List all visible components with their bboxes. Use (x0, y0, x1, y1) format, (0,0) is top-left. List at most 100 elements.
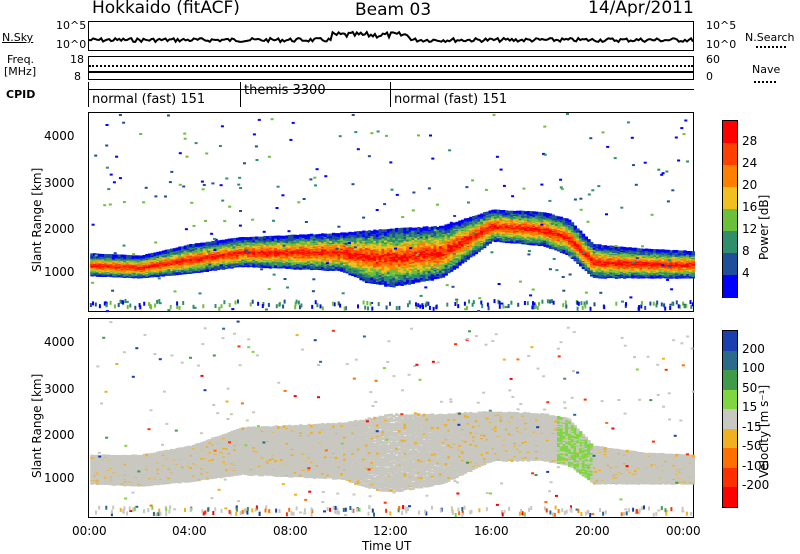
heatmap-cell (406, 280, 410, 284)
heatmap-cell (315, 260, 319, 264)
heatmap-cell (428, 230, 432, 234)
heatmap-cell (400, 278, 404, 282)
heatmap-cell (406, 251, 410, 255)
heatmap-cell (90, 253, 94, 257)
heatmap-cell (337, 267, 341, 271)
heatmap-cell (392, 257, 396, 260)
heatmap-cell (321, 260, 325, 264)
heatmap-cell (353, 256, 358, 259)
heatmap-cell (417, 227, 421, 230)
heatmap-cell (408, 270, 413, 274)
heatmap-cell (414, 244, 418, 248)
heatmap-cell (417, 275, 421, 279)
nsky-tick-high: 10^5 (56, 19, 87, 32)
heatmap-cell (241, 237, 245, 240)
heatmap-cell (389, 260, 393, 263)
heatmap-cell (343, 232, 347, 236)
power-panel (88, 112, 695, 313)
heatmap-cell (381, 265, 385, 269)
heatmap-cell (208, 241, 212, 245)
heatmap-cell (378, 260, 382, 264)
heatmap-cell (400, 265, 404, 269)
heatmap-cell (192, 244, 196, 247)
heatmap-cell (411, 242, 415, 246)
heatmap-cell (375, 236, 380, 240)
date-title: 14/Apr/2011 (588, 0, 694, 18)
heatmap-cell (425, 256, 429, 259)
heatmap-cell (381, 232, 385, 236)
heatmap-cell (381, 277, 385, 281)
heatmap-cell (425, 232, 429, 236)
heatmap-cell (419, 227, 424, 231)
heatmap-cell (430, 273, 435, 277)
heatmap-cell (351, 264, 355, 267)
heatmap-cell (362, 242, 366, 245)
heatmap-cell (378, 254, 382, 257)
heatmap-cell (274, 262, 278, 265)
heatmap-cell (403, 235, 407, 239)
heatmap-cell (378, 236, 382, 240)
heatmap-cell (312, 256, 317, 260)
heatmap-cell (323, 267, 327, 271)
heatmap-cell (408, 259, 413, 263)
heatmap-cell (211, 240, 215, 244)
heatmap-cell (345, 234, 349, 238)
heatmap-cell (417, 254, 421, 257)
heatmap-cell (370, 235, 374, 239)
heatmap-cell (403, 230, 407, 234)
heatmap-cell (205, 241, 209, 245)
heatmap-cell (395, 230, 399, 234)
heatmap-cell (403, 265, 407, 269)
heatmap-cell (356, 245, 360, 249)
heatmap-cell (378, 270, 382, 274)
heatmap-cell (411, 251, 415, 254)
heatmap-cell (367, 253, 371, 257)
heatmap-cell (428, 277, 432, 280)
heatmap-cell (142, 255, 146, 258)
heatmap-cell (419, 254, 424, 257)
heatmap-cell (389, 278, 393, 282)
heatmap-cell (406, 231, 410, 235)
heatmap-cell (428, 272, 432, 276)
heatmap-cell (408, 234, 413, 237)
heatmap-cell (364, 244, 369, 248)
heatmap-cell (285, 235, 289, 239)
heatmap-cell (386, 251, 391, 254)
heatmap-cell (362, 230, 366, 234)
heatmap-cell (378, 274, 382, 277)
heatmap-cell (367, 233, 371, 236)
heatmap-cell (332, 246, 336, 249)
heatmap-cell (400, 263, 404, 267)
heatmap-cell (370, 261, 374, 265)
heatmap-cell (343, 258, 347, 262)
heatmap-cell (370, 238, 374, 241)
heatmap-cell (373, 229, 377, 233)
heatmap-cell (329, 235, 333, 239)
heatmap-cell (386, 275, 391, 279)
heatmap-cell (422, 230, 426, 234)
heatmap-cell (334, 233, 338, 236)
heatmap-cell (359, 231, 363, 234)
heatmap-cell (411, 248, 415, 252)
heatmap-cell (356, 237, 360, 240)
heatmap-cell (397, 247, 402, 251)
heatmap-cell (370, 279, 374, 283)
cpid-divider (88, 82, 89, 107)
heatmap-cell (345, 250, 349, 254)
heatmap-cell (321, 254, 325, 258)
heatmap-cell (375, 263, 380, 267)
heatmap-cell (408, 273, 413, 276)
heatmap-cell (362, 252, 366, 256)
heatmap-cell (353, 240, 358, 244)
heatmap-cell (397, 251, 402, 255)
heatmap-cell (175, 247, 179, 251)
heatmap-cell (348, 243, 352, 247)
noise-strip (88, 21, 694, 51)
heatmap-cell (414, 277, 418, 281)
heatmap-cell (419, 242, 424, 246)
heatmap-cell (395, 254, 399, 258)
heatmap-cell (395, 269, 399, 273)
heatmap-cell (414, 231, 418, 235)
heatmap-cell (400, 227, 404, 231)
heatmap-cell (384, 262, 388, 266)
